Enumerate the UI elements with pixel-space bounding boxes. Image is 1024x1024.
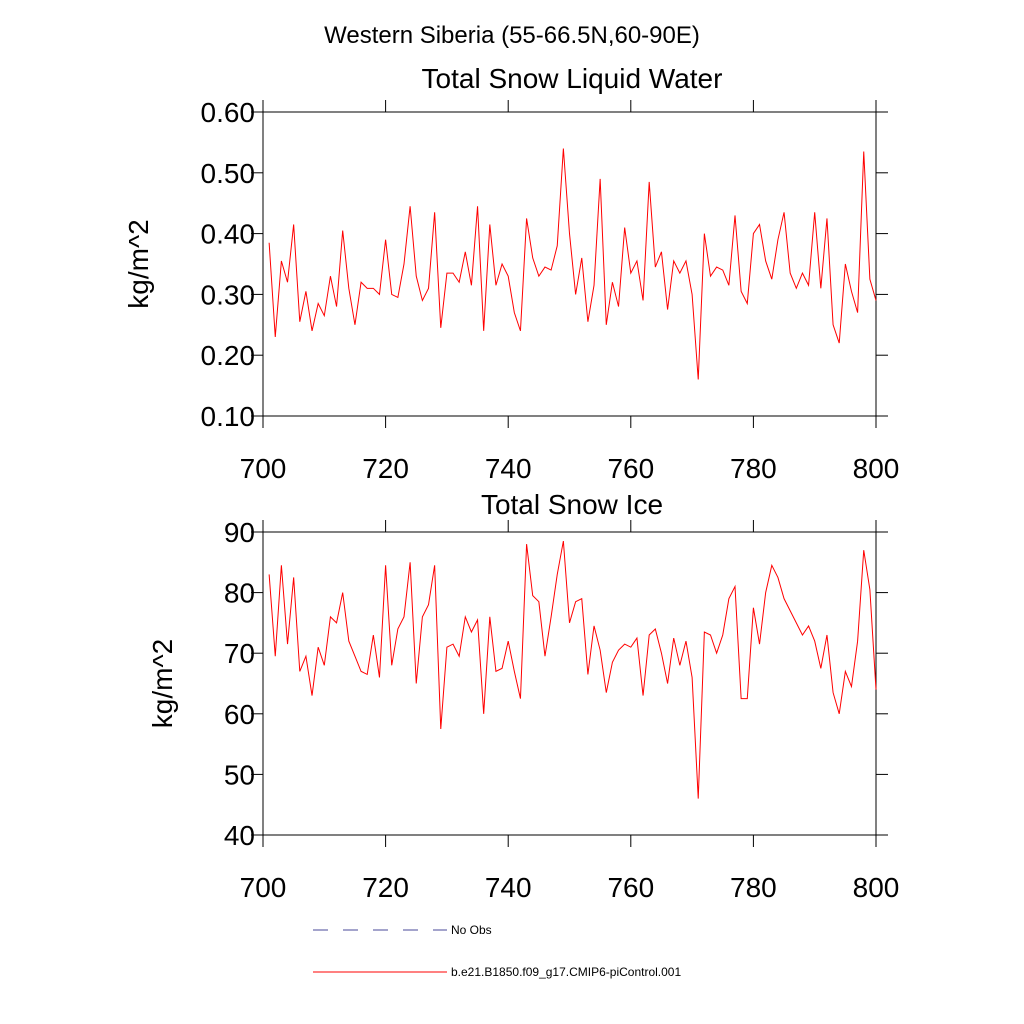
x-tick-label: 800	[853, 872, 900, 903]
chart-title: Total Snow Ice	[481, 489, 663, 520]
plot-frame	[262, 531, 877, 836]
page-title: Western Siberia (55-66.5N,60-90E)	[324, 22, 700, 49]
data-line	[268, 148, 877, 380]
y-tick-label: 40	[224, 820, 255, 851]
x-tick-label: 720	[362, 453, 409, 484]
y-tick-label: 60	[224, 699, 255, 730]
y-axis-label: kg/m^2	[123, 219, 154, 308]
y-tick-label: 0.40	[201, 219, 256, 250]
y-axis-label: kg/m^2	[147, 639, 178, 728]
y-tick-label: 0.60	[201, 97, 256, 128]
y-tick-label: 0.10	[201, 401, 256, 432]
legend-label: b.e21.B1850.f09_g17.CMIP6-piControl.001	[451, 965, 681, 979]
x-tick-label: 700	[240, 453, 287, 484]
x-tick-label: 780	[730, 453, 777, 484]
data-line	[268, 540, 877, 799]
x-tick-label: 760	[607, 453, 654, 484]
x-tick-label: 740	[485, 453, 532, 484]
x-tick-label: 720	[362, 872, 409, 903]
y-tick-label: 70	[224, 638, 255, 669]
y-tick-label: 80	[224, 578, 255, 609]
chart-title: Total Snow Liquid Water	[422, 63, 723, 94]
x-tick-label: 780	[730, 872, 777, 903]
x-tick-label: 760	[607, 872, 654, 903]
x-tick-label: 800	[853, 453, 900, 484]
y-tick-label: 0.30	[201, 279, 256, 310]
plot-frame	[262, 111, 877, 417]
legend-label: No Obs	[451, 923, 492, 937]
y-tick-label: 90	[224, 517, 255, 548]
x-tick-label: 740	[485, 872, 532, 903]
y-tick-label: 0.20	[201, 340, 256, 371]
y-tick-label: 50	[224, 759, 255, 790]
x-tick-label: 700	[240, 872, 287, 903]
y-tick-label: 0.50	[201, 158, 256, 189]
